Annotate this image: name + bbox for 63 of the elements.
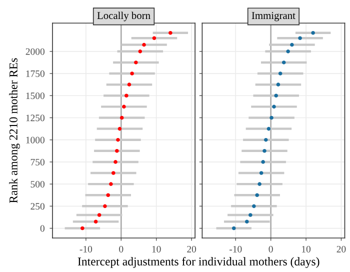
point: [103, 204, 107, 208]
point: [114, 160, 118, 164]
chart-title: Locally born: [97, 12, 150, 22]
point: [109, 182, 113, 186]
y-tick-label: 1500: [26, 92, 44, 100]
y-tick-label: 750: [30, 158, 44, 166]
point: [311, 30, 315, 35]
point: [80, 226, 84, 230]
point: [244, 220, 249, 224]
y-axis-title: Rank among 2210 mother REs: [9, 58, 20, 204]
point: [298, 36, 302, 40]
y-tick-label: 500: [30, 180, 44, 188]
point: [261, 160, 265, 164]
point: [134, 60, 138, 64]
point: [272, 104, 276, 109]
y-tick-label: 2000: [26, 48, 44, 55]
point: [94, 220, 98, 224]
point: [115, 149, 119, 153]
point: [274, 94, 278, 98]
x-tick-label: -10: [230, 246, 242, 252]
point: [127, 82, 132, 86]
point: [264, 138, 268, 142]
point: [124, 94, 128, 98]
point: [106, 193, 110, 198]
point: [130, 72, 134, 76]
y-tick-label: 1250: [26, 114, 44, 122]
point: [262, 149, 266, 153]
point: [252, 204, 256, 208]
x-tick-label: -10: [80, 246, 92, 252]
x-tick-label: 0: [268, 246, 273, 252]
point: [138, 50, 142, 54]
point: [278, 72, 282, 76]
point: [255, 193, 259, 198]
x-tick-label: 20: [336, 246, 346, 252]
point: [122, 104, 126, 109]
x-tick-label: 20: [187, 246, 196, 252]
x-tick-label: 10: [152, 246, 161, 252]
point: [142, 42, 146, 47]
point: [152, 36, 156, 40]
y-tick-label: 0: [40, 225, 44, 232]
y-tick-label: 1750: [26, 70, 44, 77]
point: [258, 182, 262, 186]
point: [259, 171, 264, 175]
y-tick-label: 250: [30, 203, 44, 210]
point: [168, 30, 172, 35]
point: [270, 116, 274, 120]
point: [120, 116, 124, 120]
chart-title: Immigrant: [252, 12, 296, 22]
point: [116, 138, 120, 142]
y-tick-label: 1000: [26, 136, 44, 144]
point: [286, 50, 290, 54]
point: [290, 42, 294, 47]
point: [248, 213, 252, 217]
x-axis-title: Intercept adjustments for individual mothers (days): [78, 257, 320, 268]
point: [112, 171, 116, 175]
point: [282, 60, 286, 64]
x-tick-label: 10: [302, 246, 311, 252]
point: [97, 213, 102, 217]
point: [118, 126, 122, 131]
point: [232, 226, 236, 230]
point: [266, 126, 271, 131]
point: [276, 82, 280, 86]
x-tick-label: 0: [119, 246, 124, 252]
